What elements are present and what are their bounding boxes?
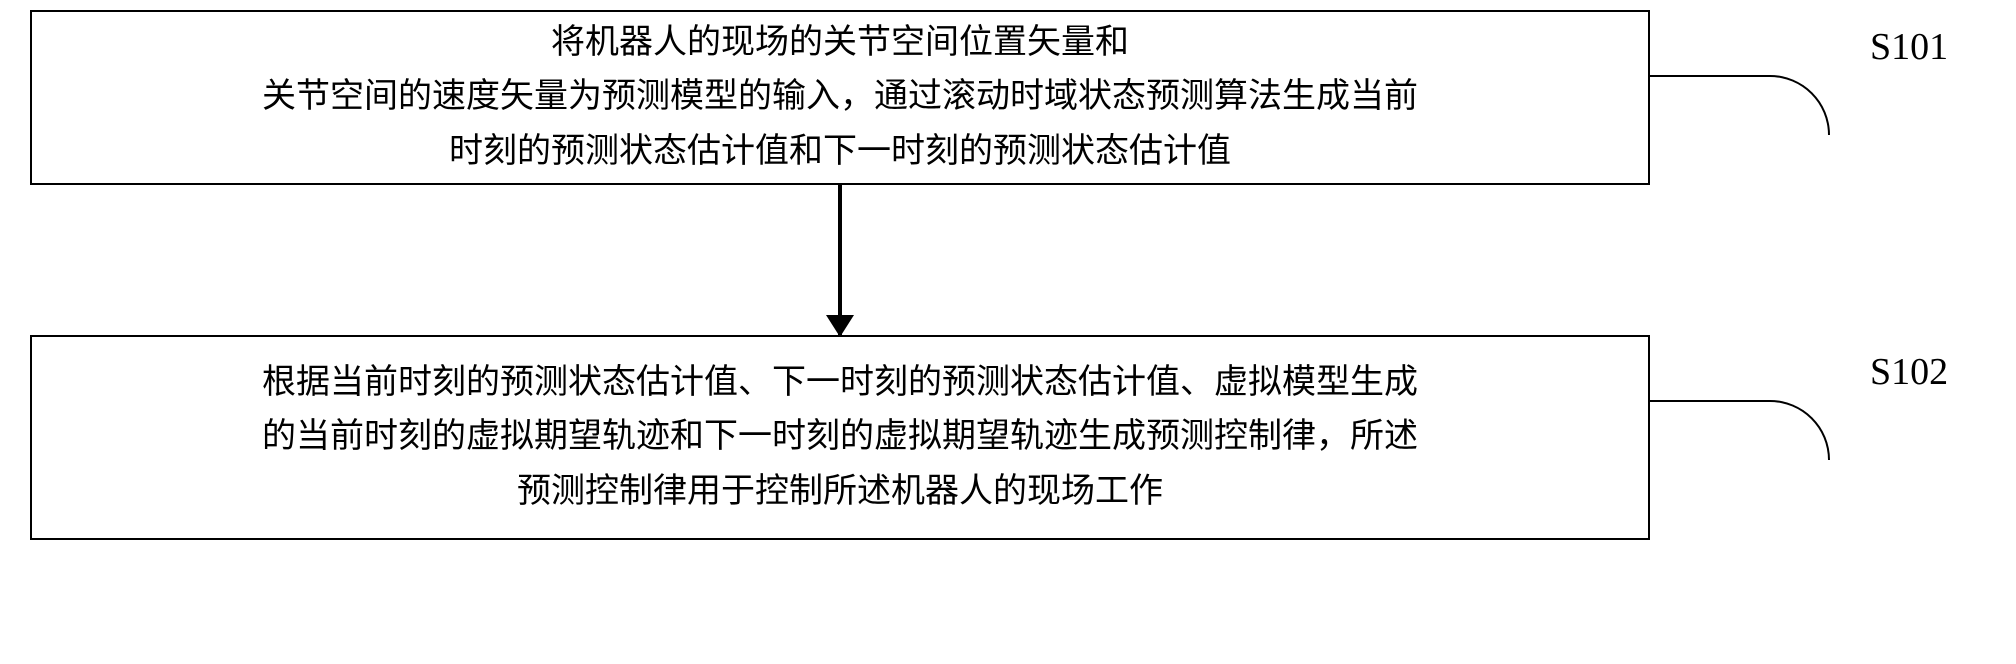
arrow-down: [838, 185, 842, 335]
process-box-1: 将机器人的现场的关节空间位置矢量和 关节空间的速度矢量为预测模型的输入，通过滚动…: [30, 10, 1650, 185]
process-box-2-text: 根据当前时刻的预测状态估计值、下一时刻的预测状态估计值、虚拟模型生成 的当前时刻…: [262, 356, 1418, 519]
process-box-2: 根据当前时刻的预测状态估计值、下一时刻的预测状态估计值、虚拟模型生成 的当前时刻…: [30, 335, 1650, 540]
flowchart-container: 将机器人的现场的关节空间位置矢量和 关节空间的速度矢量为预测模型的输入，通过滚动…: [0, 0, 2016, 664]
connector-line-2: [1650, 400, 1830, 460]
connector-line-1: [1650, 75, 1830, 135]
process-box-1-text: 将机器人的现场的关节空间位置矢量和 关节空间的速度矢量为预测模型的输入，通过滚动…: [262, 16, 1418, 179]
step-label-1: S101: [1870, 25, 1948, 69]
step-label-2: S102: [1870, 350, 1948, 394]
